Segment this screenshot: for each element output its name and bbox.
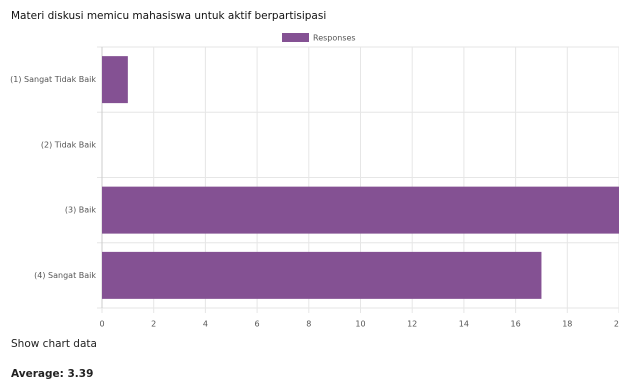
x-tick-label: 2 <box>151 320 156 329</box>
x-tick-label: 18 <box>562 320 572 329</box>
bar <box>102 56 128 104</box>
bar <box>102 186 619 234</box>
y-tick-label: (3) Baik <box>65 206 96 215</box>
x-tick-label: 12 <box>407 320 417 329</box>
y-tick-label: (4) Sangat Baik <box>34 271 96 280</box>
x-tick-label: 20 <box>614 320 619 329</box>
x-tick-label: 6 <box>255 320 260 329</box>
chart-title: Materi diskusi memicu mahasiswa untuk ak… <box>11 10 326 22</box>
bar <box>102 251 542 299</box>
y-tick-label: (2) Tidak Baik <box>41 140 97 149</box>
y-tick-label: (1) Sangat Tidak Baik <box>10 75 96 84</box>
x-tick-label: 14 <box>459 320 469 329</box>
x-tick-label: 10 <box>355 320 365 329</box>
average: Average: 3.39 <box>11 368 93 380</box>
legend-swatch <box>282 33 309 42</box>
x-tick-label: 4 <box>203 320 208 329</box>
legend-label: Responses <box>313 34 356 43</box>
x-tick-label: 0 <box>99 320 104 329</box>
x-tick-label: 16 <box>511 320 521 329</box>
x-tick-label: 8 <box>306 320 311 329</box>
show-chart-data[interactable]: Show chart data <box>11 338 97 350</box>
